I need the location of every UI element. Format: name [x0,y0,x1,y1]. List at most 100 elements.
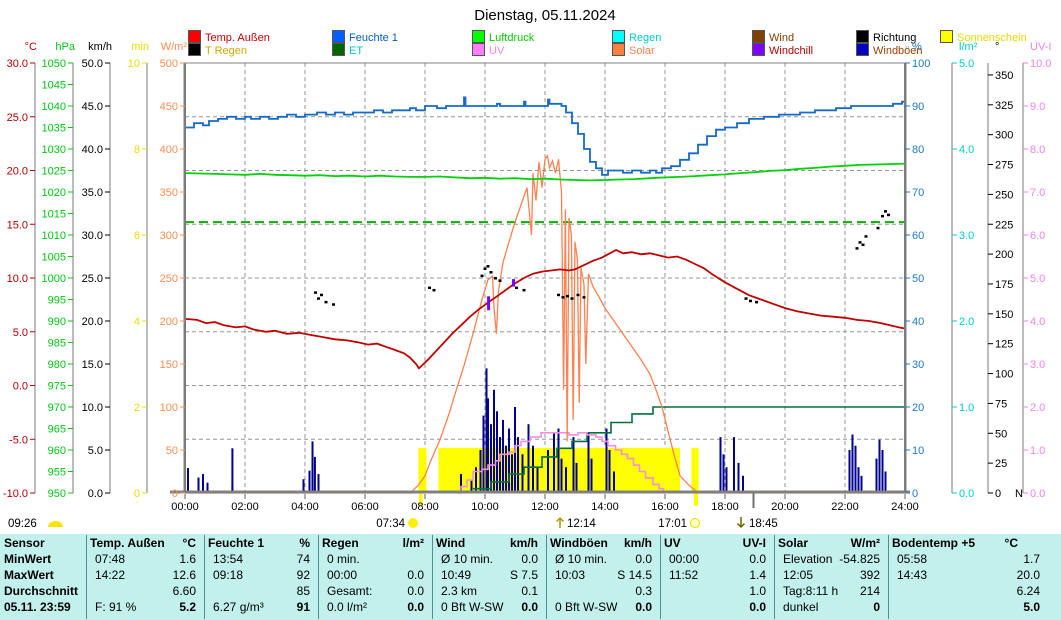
bar [722,454,725,492]
axis-kmh: km/h 50.0 45.0 40.0 35.0 30.0 25.0 20.0 15.0 10.0… [82,41,112,500]
bar [742,475,744,492]
table-col-unit: % [299,536,310,550]
table-cell-value: 74 [296,552,310,566]
bar [521,454,524,492]
bar [875,458,878,492]
direction-dot [320,293,323,297]
bar [575,462,578,492]
table-col-header: Temp. Außen [90,536,165,550]
tick-label: 10.0 [1030,58,1051,70]
legend-item-solar: Solar [612,43,655,57]
table-separator [774,535,775,619]
legend-color-box [332,43,345,56]
table-separator [888,535,889,619]
x-tick-label: 18:00 [711,501,739,513]
axis-unit-label: °C [25,41,37,53]
table-cell-value: 0.0 [635,600,652,614]
tick-label: 40 [912,316,924,328]
bar [308,470,311,492]
legend-item-et: ET [332,43,363,57]
table-cell-text: 00:00 [327,568,358,582]
tick-label: 15.0 [7,219,28,231]
direction-dot [576,293,580,297]
table-cell-value: 0.0 [749,600,766,614]
legend-label: UV [489,45,505,57]
axis-unit-label: min [131,41,149,53]
direction-dot [515,286,518,290]
table-cell-value: 0.3 [635,584,652,598]
axis-unit-label: UV-I [1030,41,1051,53]
table-cell-text: 0 Bft W-SW [441,600,504,614]
table-col-header: Wind [436,536,466,550]
bar [860,475,863,492]
tick-label: 1035 [42,123,66,135]
tick-label: 990 [48,316,66,328]
bar [493,389,495,492]
axis-lm2: l/m² 5.0 4.0 3.0 2.0 1.0 0.0 [951,41,978,500]
tick-label: 4.0 [959,144,974,156]
series-feuchte [185,96,905,176]
series-temp-aussen [184,248,906,370]
tick-label: 2.0 [1030,402,1045,414]
tick-label: 1020 [42,187,66,199]
table-col-unit: l/m² [402,536,424,550]
tick-label: 8 [134,144,140,156]
table-cell-value: 0.0 [635,552,652,566]
legend-label: Regen [629,32,662,44]
tick-label: 30.0 [7,58,28,70]
bar [508,428,510,492]
bar [590,458,593,492]
tick-label: 7.0 [1030,187,1045,199]
tick-label: 1030 [42,144,66,156]
bar [719,437,722,492]
page-title: Dienstag, 05.11.2024 [474,7,616,24]
tick-label: 275 [995,160,1013,172]
bar [605,428,608,492]
series-line-solar [185,154,905,494]
legend-item-uv: UV [472,43,505,57]
direction-dot [428,286,431,290]
tick-label: 100 [912,58,930,70]
tick-label: 350 [995,70,1013,82]
tick-label: 125 [995,339,1013,351]
table-cell-value: 0.1 [521,584,538,598]
tick-label: 350 [160,187,178,199]
table-col-header: UV [664,536,681,550]
bar [197,477,200,492]
legend-color-box [332,30,345,43]
table-col-unit: km/h [509,536,538,550]
tick-label: 0 [134,488,140,500]
tick-label: 10.0 [7,273,28,285]
bar [881,450,884,492]
series-solar [185,154,905,494]
table-separator [204,535,205,619]
sunshine-block [418,447,427,491]
table-cell-value: 0 [873,600,880,614]
table-cell-text: 14:43 [897,568,928,582]
table-cell-text: 6.27 g/m³ [213,600,264,614]
legend-item-wind: Wind [752,30,794,44]
axis-min: min 10 8 6 4 2 0 [128,41,149,500]
axis-north-label: N [1015,488,1023,500]
table-col-unit: km/h [623,536,652,550]
tick-label: 950 [48,488,66,500]
direction-dot [480,274,484,278]
table-cell-value: 0.0 [407,584,424,598]
tick-label: 90 [912,101,924,113]
series-windboeen [187,368,887,492]
table-cell-text: 00:00 [669,552,700,566]
tick-label: 225 [995,219,1013,231]
sun-moon-markers: 09:26 07:34 12:14 17:01 18:45 [8,493,778,530]
tick-label: 5.0 [1030,273,1045,285]
plot-frame [170,62,910,494]
tick-label: 75 [995,398,1007,410]
axis-unit-label: ° [995,41,999,53]
tick-label: 0.0 [1030,488,1045,500]
bar [202,474,204,492]
bar [460,474,462,492]
axis-unit-label: % [912,41,922,53]
tick-label: 400 [160,144,178,156]
table-cell-text: Ø 10 min. [441,552,494,566]
tick-label: 4 [134,316,140,328]
